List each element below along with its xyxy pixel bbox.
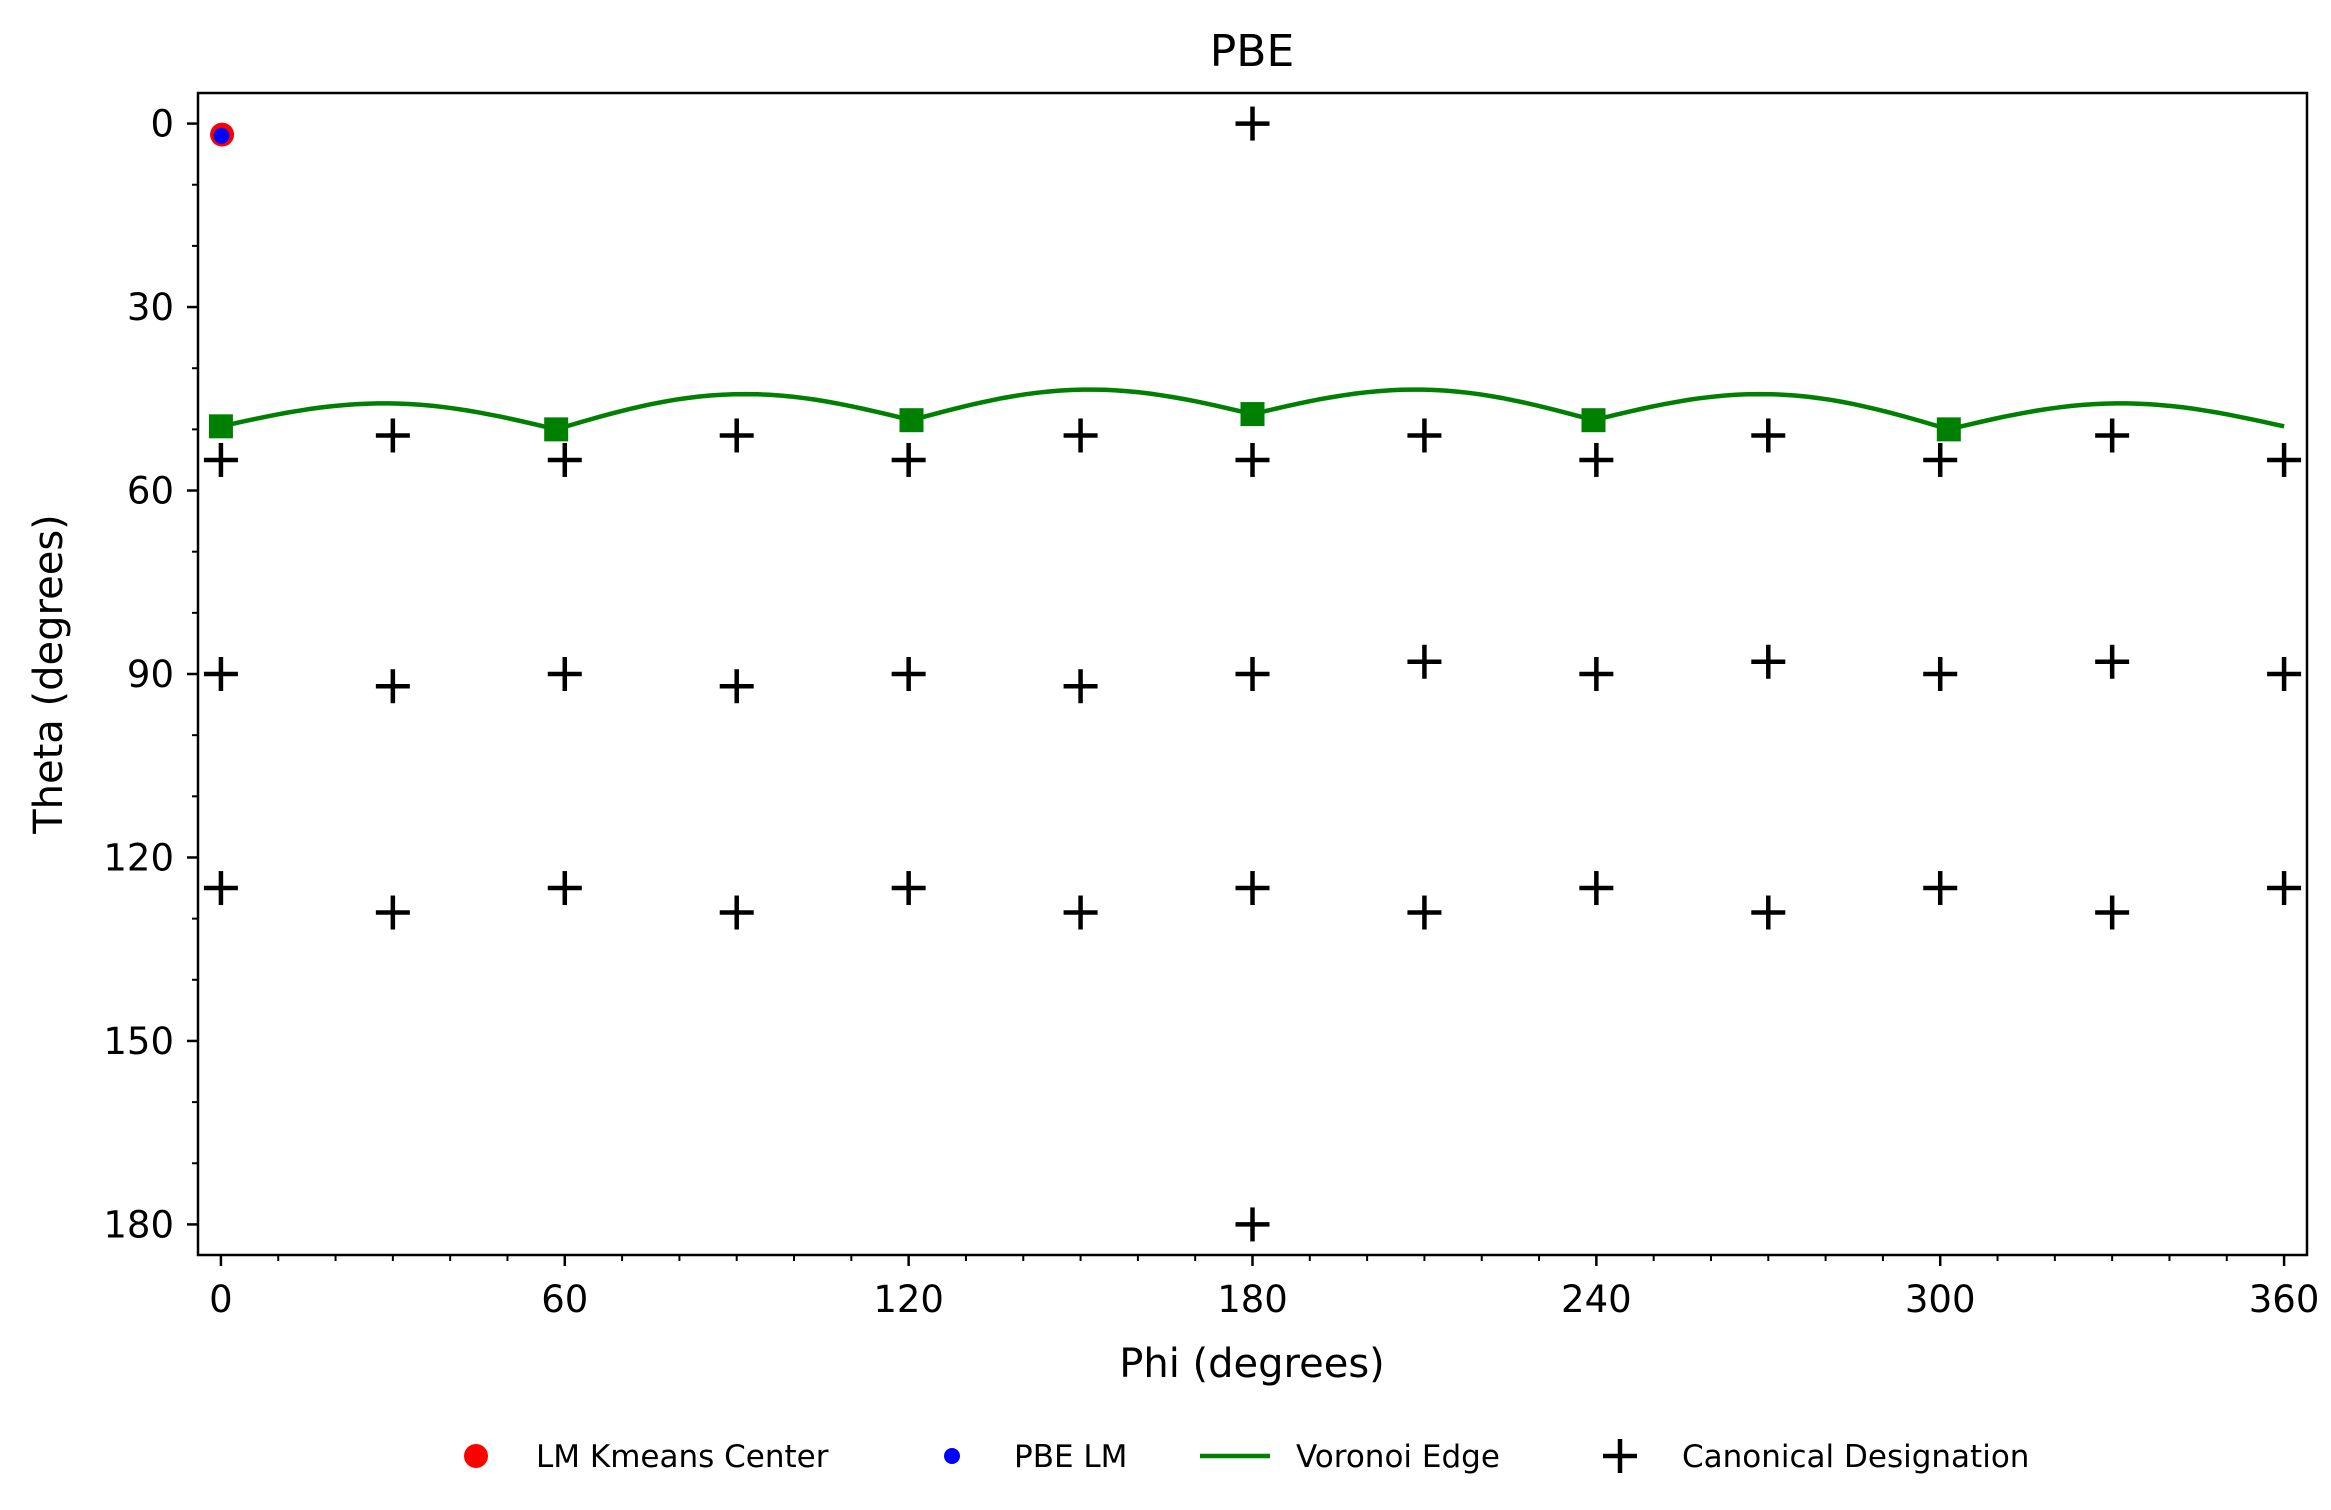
canonical-designation-marker xyxy=(203,871,238,906)
voronoi-vertex xyxy=(208,414,233,439)
x-tick-label: 300 xyxy=(1905,1278,1976,1321)
x-axis: 0 60 120 180 240 300 360 xyxy=(209,1255,2319,1321)
legend-marker xyxy=(944,1448,960,1464)
legend-label: PBE LM xyxy=(1014,1439,1127,1475)
canonical-designation-marker xyxy=(1579,442,1614,477)
canonical-designation-marker xyxy=(375,895,410,930)
canonical-designation-marker xyxy=(1751,895,1786,930)
canonical-designation-marker xyxy=(1235,871,1270,906)
x-tick-label: 180 xyxy=(1217,1278,1288,1321)
legend-item: Voronoi Edge xyxy=(1200,1439,1500,1475)
y-tick-label: 60 xyxy=(127,470,174,513)
canonical-designation-marker xyxy=(375,418,410,453)
canonical-designation-marker xyxy=(1751,644,1786,679)
y-tick-label: 30 xyxy=(127,286,174,329)
x-axis-label: Phi (degrees) xyxy=(1119,1341,1385,1387)
x-tick-label: 0 xyxy=(209,1278,233,1321)
voronoi-vertex xyxy=(1240,402,1265,427)
y-tick-label: 0 xyxy=(150,103,174,146)
voronoi-vertex xyxy=(1581,408,1606,433)
canonical-designation-marker xyxy=(203,442,238,477)
canonical-designation-marker xyxy=(203,657,238,691)
canonical-designation-marker xyxy=(1235,657,1270,691)
canonical-designation-marker xyxy=(1063,418,1098,453)
canonical-designation-marker xyxy=(547,657,582,691)
legend-label: Voronoi Edge xyxy=(1296,1439,1500,1475)
canonical-designation-marker xyxy=(891,442,926,477)
canonical-designation-marker xyxy=(2095,418,2130,453)
canonical-designation-marker xyxy=(1579,657,1614,691)
legend-item: LM Kmeans Center xyxy=(464,1439,829,1475)
canonical-designation-marker xyxy=(1923,657,1958,691)
x-tick-label: 240 xyxy=(1561,1278,1632,1321)
canonical-designation-marker xyxy=(1235,106,1270,141)
chart-title: PBE xyxy=(1210,26,1295,77)
canonical-designation-marker xyxy=(547,871,582,906)
canonical-designation-marker xyxy=(1923,442,1958,477)
canonical-designations xyxy=(203,106,2302,1242)
legend-item: PBE LM xyxy=(944,1439,1127,1475)
canonical-designation-marker xyxy=(2267,871,2302,906)
canonical-designation-marker xyxy=(2267,442,2302,477)
canonical-designation-marker xyxy=(1923,871,1958,906)
legend-marker xyxy=(464,1444,488,1468)
canonical-designation-marker xyxy=(1751,418,1786,453)
y-tick-label: 150 xyxy=(103,1020,174,1063)
canonical-designation-marker xyxy=(891,871,926,906)
voronoi-vertex xyxy=(899,408,924,433)
canonical-designation-marker xyxy=(1407,895,1442,930)
legend-marker xyxy=(1603,1439,1637,1473)
legend-label: LM Kmeans Center xyxy=(536,1439,829,1475)
canonical-designation-marker xyxy=(719,895,754,930)
x-tick-label: 120 xyxy=(873,1278,944,1321)
voronoi-vertex xyxy=(1936,417,1961,442)
canonical-designation-marker xyxy=(891,657,926,691)
y-axis: 0 30 60 90 120 150 180 xyxy=(103,103,198,1246)
y-axis-label: Theta (degrees) xyxy=(26,514,72,835)
y-tick-label: 180 xyxy=(103,1203,174,1246)
y-tick-label: 90 xyxy=(127,653,174,696)
legend: LM Kmeans Center PBE LM Voronoi Edge Canoni… xyxy=(464,1439,2029,1475)
x-tick-label: 60 xyxy=(541,1278,588,1321)
legend-item: Canonical Designation xyxy=(1603,1439,2029,1475)
canonical-designation-marker xyxy=(719,669,754,704)
canonical-designation-marker xyxy=(375,669,410,704)
canonical-designation-marker xyxy=(1063,669,1098,704)
canonical-designation-marker xyxy=(719,418,754,453)
voronoi-edge xyxy=(208,387,2285,442)
canonical-designation-marker xyxy=(1579,871,1614,906)
pbe-lm-point xyxy=(213,127,230,144)
canonical-designation-marker xyxy=(1235,1207,1270,1242)
canonical-designation-marker xyxy=(1407,644,1442,679)
canonical-designation-marker xyxy=(1407,418,1442,453)
canonical-designation-marker xyxy=(1063,895,1098,930)
y-tick-label: 120 xyxy=(103,836,174,879)
canonical-designation-marker xyxy=(1235,442,1270,477)
canonical-designation-marker xyxy=(2095,644,2130,679)
canonical-designation-marker xyxy=(547,442,582,477)
canonical-designation-marker xyxy=(2095,895,2130,930)
legend-label: Canonical Designation xyxy=(1682,1439,2029,1475)
canonical-designation-marker xyxy=(2267,657,2302,691)
voronoi-vertex xyxy=(544,417,569,442)
x-tick-label: 360 xyxy=(2249,1278,2320,1321)
